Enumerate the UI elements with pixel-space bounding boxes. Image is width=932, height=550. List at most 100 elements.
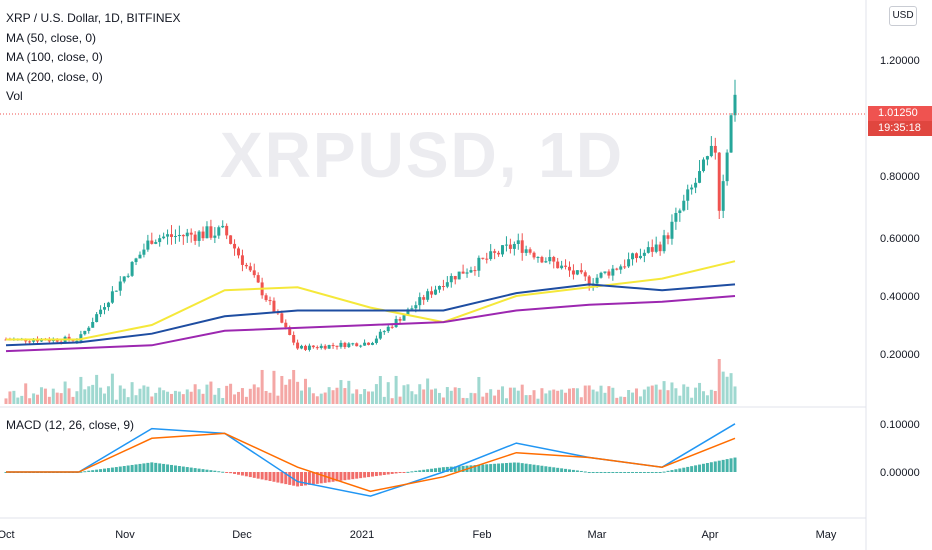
volume-bar	[481, 396, 485, 404]
volume-bar	[276, 395, 280, 404]
volume-bar	[201, 393, 205, 404]
macd-hist-bar	[520, 463, 524, 472]
volume-bar	[173, 390, 177, 404]
currency-button[interactable]: USD	[889, 6, 917, 26]
volume-bar	[623, 396, 627, 404]
ma200-label[interactable]: MA (200, close, 0)	[6, 69, 103, 84]
price-tick-label: 0.60000	[880, 233, 920, 245]
volume-bar	[682, 384, 686, 404]
volume-bar	[398, 396, 402, 404]
time-tick-label: Feb	[473, 529, 492, 541]
symbol-title[interactable]: XRP / U.S. Dollar, 1D, BITFINEX	[6, 11, 181, 25]
macd-hist-bar	[288, 472, 292, 485]
macd-hist-bar	[386, 472, 390, 475]
candle-body	[595, 277, 599, 284]
volume-bar	[260, 369, 264, 404]
volume-label[interactable]: Vol	[6, 89, 23, 103]
macd-hist-bar	[142, 463, 146, 472]
volume-bar	[252, 384, 256, 404]
candle-body	[623, 266, 627, 268]
candle-body	[631, 253, 635, 260]
macd-hist-bar	[303, 472, 307, 486]
macd-hist-bar	[209, 470, 213, 472]
volume-bar	[453, 387, 457, 404]
volume-bar	[335, 387, 339, 404]
macd-hist-bar	[276, 472, 280, 483]
volume-bar	[138, 388, 142, 404]
candle-body	[516, 240, 520, 244]
ma50-label[interactable]: MA (50, close, 0)	[6, 30, 97, 45]
volume-bar	[197, 389, 201, 404]
candle-body	[512, 243, 516, 249]
ma100-label[interactable]: MA (100, close, 0)	[6, 50, 103, 64]
macd-hist-bar	[501, 463, 505, 472]
volume-bar	[493, 395, 497, 404]
macd-hist-bar	[536, 465, 540, 472]
candle-body	[252, 270, 256, 276]
macd-hist-bar	[599, 472, 603, 473]
macd-hist-bar	[560, 468, 564, 472]
macd-hist-bar	[729, 458, 733, 472]
candle-body	[402, 315, 406, 321]
macd-hist-bar	[662, 471, 666, 473]
macd-hist-bar	[489, 464, 493, 472]
macd-label[interactable]: MACD (12, 26, close, 9)	[6, 418, 135, 432]
candle-body	[705, 156, 709, 160]
candle-body	[603, 271, 607, 273]
volume-bar	[300, 390, 304, 404]
volume-bar	[367, 391, 371, 404]
macd-hist-bar	[670, 470, 674, 472]
candle-body	[552, 257, 556, 262]
macd-hist-bar	[575, 470, 579, 472]
volume-bar	[142, 385, 146, 404]
macd-hist-bar	[591, 472, 595, 473]
time-tick-label: Oct	[0, 529, 15, 541]
macd-hist-bar	[461, 465, 465, 472]
macd-hist-bar	[441, 467, 445, 472]
candle-body	[173, 236, 177, 238]
candle-body	[536, 257, 540, 259]
volume-bar	[20, 395, 24, 404]
volume-bar	[595, 391, 599, 404]
macd-hist-bar	[229, 472, 233, 474]
volume-bar	[701, 391, 705, 404]
price-tick-label: 0.40000	[880, 291, 920, 303]
macd-hist-bar	[87, 470, 91, 472]
volume-bar	[603, 392, 607, 404]
macd-hist-bar	[402, 472, 406, 473]
macd-hist-bar	[587, 472, 591, 473]
candle-body	[524, 249, 528, 253]
candle-body	[370, 342, 374, 345]
macd-hist-bar	[418, 470, 422, 472]
macd-hist-bar	[205, 469, 209, 472]
candle-body	[166, 234, 170, 237]
macd-hist-bar	[323, 472, 327, 483]
volume-bar	[347, 380, 351, 404]
volume-bar	[106, 386, 110, 404]
candle-body	[449, 275, 453, 283]
candle-body	[733, 94, 737, 116]
volume-bar	[422, 389, 426, 404]
macd-hist-bar	[114, 467, 118, 472]
macd-hist-bar	[497, 463, 501, 472]
candle-body	[445, 282, 449, 287]
candle-body	[327, 345, 331, 349]
candle-body	[154, 242, 158, 244]
volume-bar	[91, 384, 95, 404]
volume-bar	[154, 392, 158, 404]
candle-body	[441, 286, 445, 288]
volume-bar	[264, 390, 268, 404]
volume-bar	[24, 383, 28, 404]
macd-hist-bar	[154, 462, 158, 472]
candle-body	[300, 345, 304, 349]
candle-body	[709, 145, 713, 157]
volume-bar	[213, 394, 217, 404]
macd-hist-bar	[351, 472, 355, 480]
volume-bar	[244, 396, 248, 404]
candle-body	[414, 305, 418, 309]
volume-bar	[118, 385, 122, 404]
volume-bar	[583, 385, 587, 404]
volume-bar	[370, 391, 374, 404]
candle-body	[118, 281, 122, 291]
volume-bar	[528, 395, 532, 404]
